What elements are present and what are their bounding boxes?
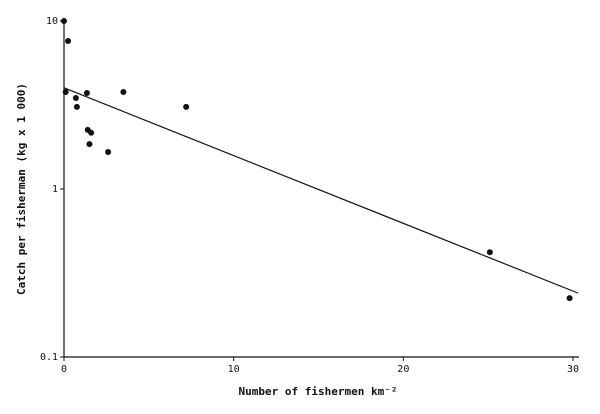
point	[105, 149, 112, 156]
point	[486, 249, 493, 256]
y-tick-label: 1	[52, 184, 58, 195]
point	[72, 95, 79, 102]
point	[88, 129, 95, 136]
point	[61, 18, 67, 24]
point	[183, 103, 190, 110]
y-tick-label: 0.1	[40, 352, 58, 363]
point	[83, 89, 90, 96]
y-axis-title: Catch per fisherman (kg x 1 000)	[15, 83, 28, 295]
point	[62, 88, 69, 95]
trend-line	[63, 87, 579, 294]
point	[120, 88, 127, 95]
x-tick-label: 10	[228, 364, 240, 375]
point	[566, 295, 573, 302]
point	[65, 38, 72, 45]
y-tick-label: 10	[46, 16, 58, 27]
point	[73, 103, 80, 110]
x-tick-label: 0	[61, 364, 67, 375]
point	[86, 141, 93, 148]
x-tick-label: 30	[567, 364, 579, 375]
x-axis-title: Number of fishermen km⁻²	[239, 385, 398, 398]
x-tick-label: 20	[397, 364, 409, 375]
